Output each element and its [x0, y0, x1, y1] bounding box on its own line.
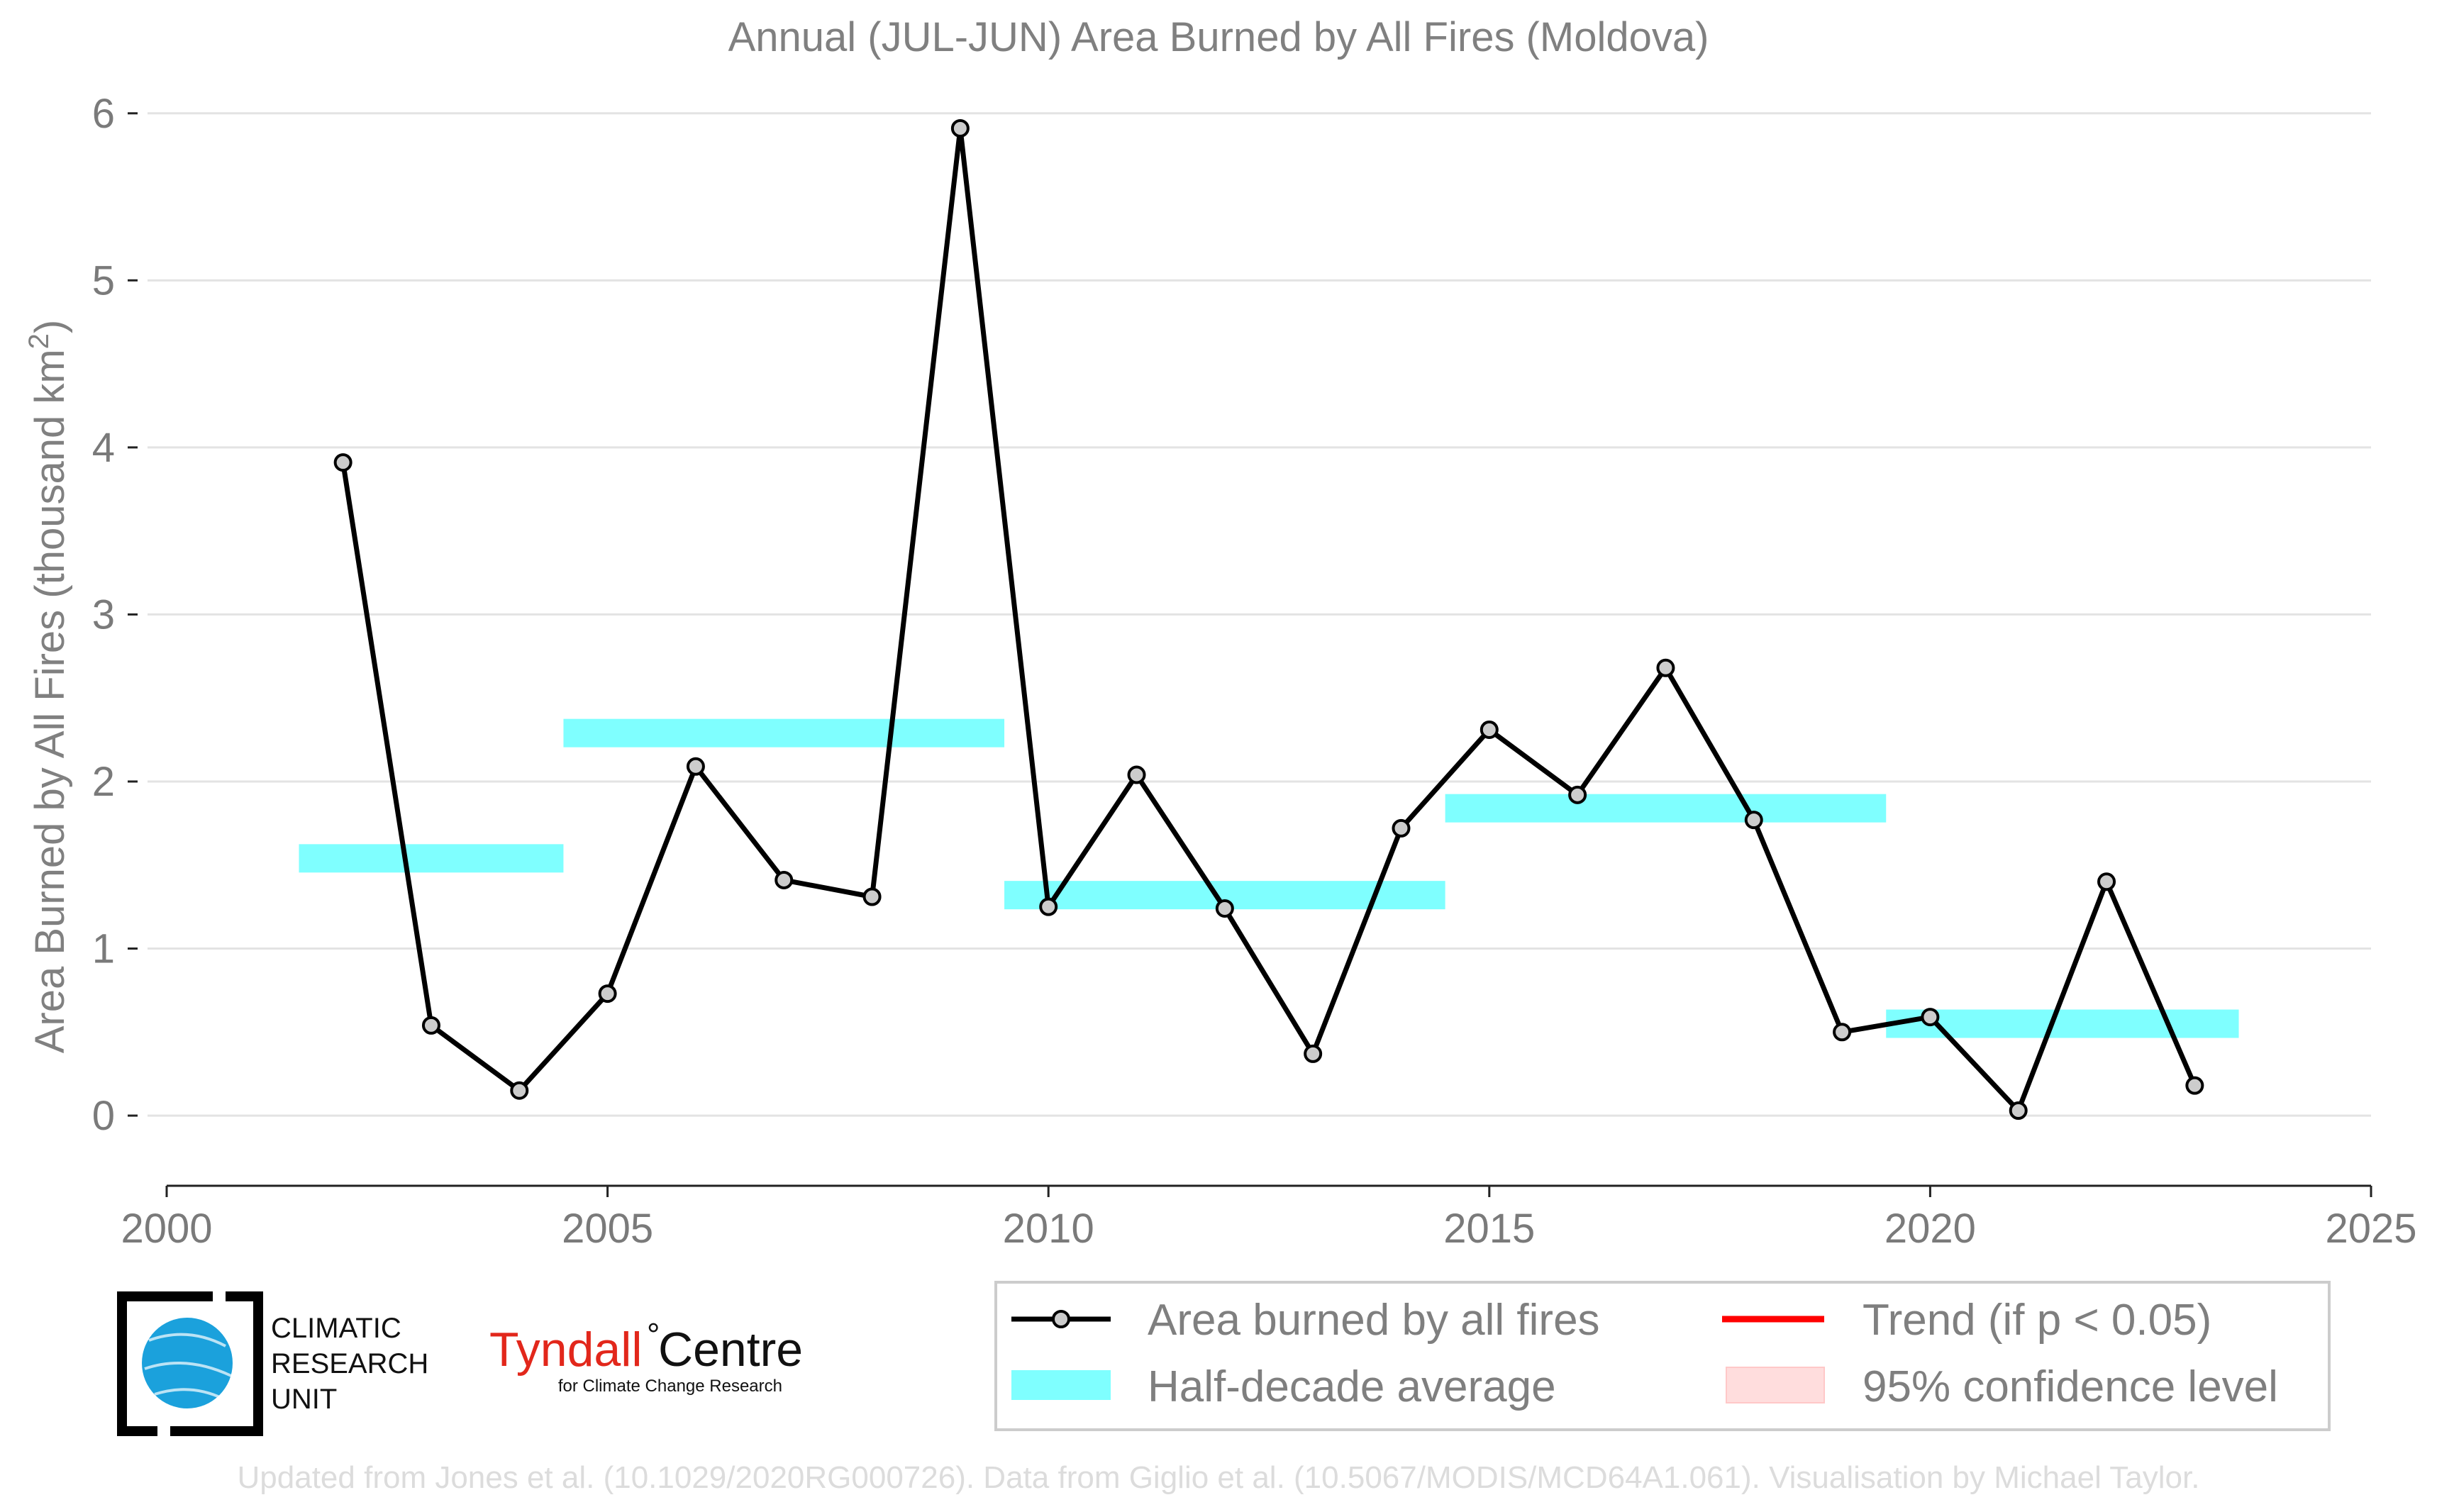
- data-point-2017: [1656, 658, 1675, 677]
- data-point-2013: [1304, 1044, 1323, 1063]
- half-decade-averages: [299, 718, 2239, 1038]
- legend-area-label: Area burned by all fires: [1148, 1296, 1600, 1345]
- svg-text:°: °: [647, 1316, 660, 1353]
- svg-text:for Climate Change Research: for Climate Change Research: [558, 1377, 782, 1396]
- y-tick-label-1: 1: [92, 926, 115, 972]
- gridlines: [148, 112, 2371, 1117]
- legend-half-decade-label: Half-decade average: [1148, 1362, 1556, 1411]
- data-point-2012: [1215, 899, 1234, 918]
- data-point-2023: [2185, 1076, 2204, 1095]
- half-decade-bar-1: [299, 844, 564, 873]
- data-point-2004: [510, 1081, 529, 1100]
- half-decade-bar-2: [563, 718, 1005, 747]
- svg-text:Centre: Centre: [658, 1323, 803, 1377]
- y-tick-label-4: 4: [92, 425, 115, 471]
- svg-text:UNIT: UNIT: [271, 1384, 337, 1415]
- data-point-2010: [1039, 897, 1058, 916]
- y-tick-label-3: 3: [92, 591, 115, 638]
- series-area-burned: [333, 118, 2204, 1121]
- data-point-2009: [950, 118, 970, 138]
- svg-text:Tyndall: Tyndall: [489, 1323, 642, 1377]
- data-point-2002: [333, 453, 352, 472]
- data-point-2011: [1127, 765, 1146, 784]
- data-point-2008: [862, 887, 882, 906]
- y-tick-label-0: 0: [92, 1093, 115, 1139]
- legend-confidence-swatch: [1726, 1367, 1825, 1403]
- svg-text:Area Burned by All Fires (thou: Area Burned by All Fires (thousand km2): [23, 320, 73, 1054]
- legend-area-marker: [1052, 1310, 1070, 1328]
- data-point-2022: [2097, 872, 2116, 891]
- x-tick-label-2025: 2025: [2325, 1206, 2416, 1252]
- x-tick-label-2020: 2020: [1884, 1206, 1976, 1252]
- data-point-2018: [1744, 811, 1763, 830]
- y-tick-label-2: 2: [92, 759, 115, 805]
- chart-title: Annual (JUL-JUN) Area Burned by All Fire…: [728, 14, 1709, 60]
- tyndall-logo: Tyndall ° Centre for Climate Change Rese…: [489, 1316, 803, 1396]
- legend: Area burned by all fires Trend (if p < 0…: [994, 1281, 2331, 1431]
- data-point-2020: [1921, 1008, 1940, 1027]
- data-point-2021: [2009, 1101, 2028, 1121]
- data-point-2019: [1833, 1023, 1852, 1042]
- data-point-2003: [421, 1016, 440, 1035]
- legend-confidence-label: 95% confidence level: [1863, 1362, 2278, 1411]
- footer-credit: Updated from Jones et al. (10.1029/2020R…: [238, 1460, 2200, 1495]
- y-axis-label-close: ): [27, 320, 73, 333]
- y-axis-label-text: Area Burned by All Fires (thousand km: [27, 349, 73, 1053]
- series-line: [340, 126, 2197, 1113]
- data-point-2007: [775, 870, 794, 889]
- y-tick-label-6: 6: [92, 91, 115, 137]
- y-axis-label-sup: 2: [23, 333, 55, 349]
- y-axis-label: Area Burned by All Fires (thousand km2): [23, 320, 73, 1054]
- data-point-2006: [686, 757, 705, 776]
- svg-text:RESEARCH: RESEARCH: [271, 1348, 428, 1379]
- x-tick-label-2015: 2015: [1443, 1206, 1535, 1252]
- legend-trend-label: Trend (if p < 0.05): [1863, 1296, 2211, 1345]
- svg-text:CLIMATIC: CLIMATIC: [271, 1313, 401, 1344]
- axes: 0 1 2 3 4 5 6 2000 2005 2010 2015 2020 2025: [92, 91, 2417, 1252]
- x-tick-label-2000: 2000: [121, 1206, 212, 1252]
- cru-logo: CLIMATIC RESEARCH UNIT: [117, 1291, 428, 1436]
- data-point-2015: [1480, 720, 1499, 739]
- legend-half-decade-swatch: [1011, 1370, 1111, 1400]
- x-tick-label-2005: 2005: [562, 1206, 653, 1252]
- data-point-2005: [598, 984, 617, 1004]
- data-point-2014: [1392, 818, 1411, 838]
- legend-box: [994, 1281, 2331, 1431]
- data-point-2016: [1568, 785, 1587, 804]
- x-tick-label-2010: 2010: [1003, 1206, 1094, 1252]
- half-decade-bar-4: [1445, 794, 1887, 823]
- y-tick-label-5: 5: [92, 257, 115, 304]
